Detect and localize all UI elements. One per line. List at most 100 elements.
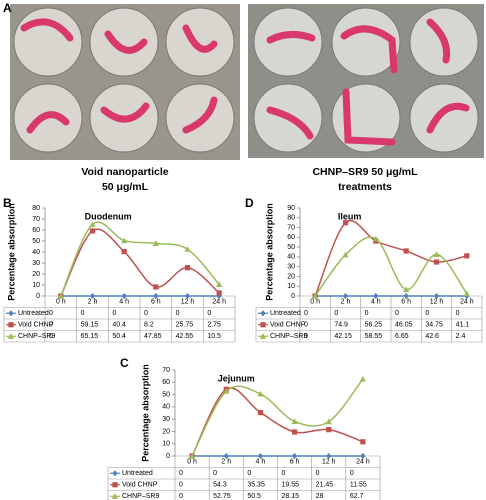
caption: 50 μg/mL bbox=[102, 181, 149, 193]
panel-label: A bbox=[3, 1, 12, 15]
data-point bbox=[223, 452, 229, 460]
data-point bbox=[291, 418, 298, 425]
table-value: 10.5 bbox=[207, 333, 221, 340]
legend-label: CHNP–SR9 bbox=[270, 333, 307, 340]
y-axis-label: Percentage absorption bbox=[264, 203, 274, 301]
table-value: 50.5 bbox=[247, 493, 261, 500]
data-point bbox=[257, 390, 264, 397]
table-value: 0 bbox=[316, 470, 320, 477]
data-point bbox=[360, 439, 366, 445]
data-point bbox=[433, 259, 440, 265]
y-tick-label: 70 bbox=[162, 367, 170, 374]
table-value: 0 bbox=[350, 470, 354, 477]
legend-label: Void CHNP bbox=[270, 322, 306, 329]
y-tick-label: 90 bbox=[287, 205, 295, 212]
series-line bbox=[191, 378, 364, 457]
table-value: 47.85 bbox=[144, 333, 162, 340]
data-point bbox=[463, 290, 470, 297]
table-value: 0 bbox=[304, 322, 308, 329]
data-point bbox=[433, 292, 440, 300]
y-tick-label: 80 bbox=[32, 205, 40, 212]
table-value: 0 bbox=[49, 333, 53, 340]
table-value: 42.15 bbox=[334, 333, 352, 340]
series-line bbox=[60, 228, 220, 297]
legend-marker bbox=[112, 482, 118, 488]
y-tick-label: 50 bbox=[287, 244, 295, 251]
table-value: 0 bbox=[81, 310, 85, 317]
data-point bbox=[312, 292, 319, 299]
legend-label: Void CHNP bbox=[18, 322, 54, 329]
data-point bbox=[359, 375, 367, 382]
x-tick-label: 4 h bbox=[371, 299, 381, 306]
data-point bbox=[326, 452, 332, 460]
table-value: 2.4 bbox=[456, 333, 466, 340]
data-point bbox=[184, 265, 191, 271]
y-axis-label: Percentage absorption bbox=[140, 364, 150, 462]
legend-marker bbox=[111, 493, 119, 499]
y-tick-label: 70 bbox=[32, 216, 40, 223]
data-point bbox=[121, 292, 127, 300]
x-tick-label: 0 h bbox=[187, 459, 197, 466]
y-tick-label: 0 bbox=[291, 293, 295, 300]
y-tick-label: 60 bbox=[287, 234, 295, 241]
data-point bbox=[216, 281, 223, 288]
table-value: 0 bbox=[247, 470, 251, 477]
data-point bbox=[257, 452, 264, 460]
table-value: 56.25 bbox=[365, 322, 383, 329]
series-line bbox=[60, 221, 220, 297]
table-value: 11.55 bbox=[350, 482, 367, 489]
legend-marker bbox=[259, 333, 267, 339]
data-point bbox=[153, 292, 159, 300]
legend-label: Untreated bbox=[18, 310, 49, 317]
table-value: 0 bbox=[179, 482, 183, 489]
x-tick-label: 6 h bbox=[401, 299, 411, 306]
data-point bbox=[464, 253, 470, 259]
x-tick-label: 12 h bbox=[430, 299, 444, 306]
caption: treatments bbox=[338, 181, 392, 193]
x-tick-label: 0 h bbox=[56, 299, 66, 306]
table-value: 8.2 bbox=[144, 322, 154, 329]
data-point bbox=[89, 221, 96, 227]
data-point bbox=[223, 388, 230, 394]
panel-label: D bbox=[245, 196, 254, 210]
x-tick-label: 2 h bbox=[341, 299, 351, 306]
x-tick-label: 24 h bbox=[460, 299, 474, 306]
x-tick-label: 12 h bbox=[181, 299, 195, 306]
photo-chnp-sr9 bbox=[248, 4, 484, 158]
data-point bbox=[257, 409, 264, 416]
data-point bbox=[291, 429, 298, 435]
data-point bbox=[325, 418, 332, 425]
y-tick-label: 70 bbox=[287, 224, 295, 231]
legend-label: Untreated bbox=[122, 470, 153, 477]
x-tick-label: 2 h bbox=[221, 459, 231, 466]
table-value: 46.05 bbox=[395, 322, 413, 329]
x-tick-label: 24 h bbox=[212, 299, 226, 306]
table-value: 52.75 bbox=[213, 493, 231, 500]
data-point bbox=[152, 240, 159, 246]
x-tick-label: 6 h bbox=[290, 459, 300, 466]
legend-marker bbox=[8, 322, 14, 328]
y-tick-label: 60 bbox=[162, 379, 170, 386]
photo-void bbox=[10, 4, 240, 160]
table-value: 0 bbox=[207, 310, 211, 317]
data-point bbox=[184, 246, 191, 252]
data-point bbox=[403, 248, 409, 254]
chart-title: Ileum bbox=[338, 211, 362, 221]
y-tick-label: 40 bbox=[287, 254, 295, 261]
series-line bbox=[191, 387, 364, 457]
data-point bbox=[372, 235, 379, 242]
data-point bbox=[360, 452, 366, 460]
table-value: 40.4 bbox=[112, 322, 126, 329]
table-value: 58.55 bbox=[365, 333, 383, 340]
legend-marker bbox=[112, 470, 118, 477]
table-value: 62.7 bbox=[350, 493, 364, 500]
legend-label: Void CHNP bbox=[122, 482, 158, 489]
legend-label: CHNP–SR9 bbox=[18, 333, 55, 340]
data-point bbox=[121, 248, 127, 255]
table-value: 0 bbox=[304, 310, 308, 317]
y-tick-label: 20 bbox=[162, 428, 170, 435]
table-value: 65.15 bbox=[81, 333, 99, 340]
caption: CHNP–SR9 50 μg/mL bbox=[312, 166, 418, 178]
table-value: 0 bbox=[395, 310, 399, 317]
